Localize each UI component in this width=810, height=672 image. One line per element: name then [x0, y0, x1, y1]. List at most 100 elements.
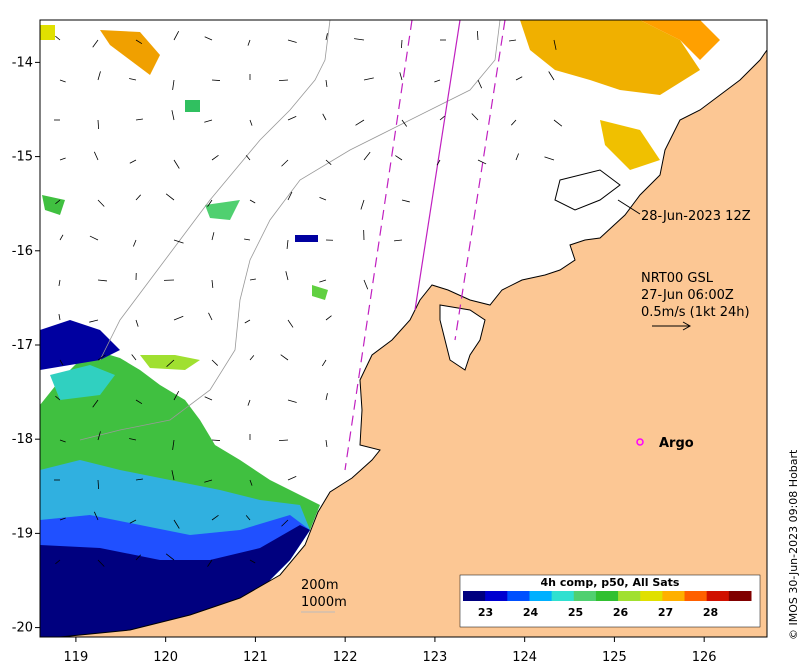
- current-arrow: [207, 199, 213, 207]
- colorbar-label: 27: [658, 606, 673, 619]
- current-arrow: [165, 553, 175, 561]
- current-arrow: [325, 159, 332, 165]
- colorbar-segment: [507, 591, 530, 601]
- current-arrow: [93, 151, 99, 161]
- current-arrow: [325, 79, 328, 87]
- colorbar-segment: [706, 591, 730, 601]
- current-arrow: [325, 315, 332, 321]
- current-arrow: [58, 314, 61, 321]
- colorbar-segment: [463, 591, 486, 601]
- current-arrow: [97, 71, 101, 81]
- current-arrow: [244, 238, 251, 241]
- current-arrow: [58, 279, 61, 286]
- current-arrow: [280, 354, 289, 361]
- current-arrow: [511, 119, 517, 126]
- bay-inlet: [439, 304, 486, 371]
- colorbar-segment: [573, 591, 597, 601]
- current-arrow: [173, 315, 184, 321]
- argo-marker: [636, 438, 644, 446]
- x-tick-label: 120: [153, 650, 178, 665]
- current-arrow: [249, 278, 256, 281]
- current-arrow: [439, 115, 445, 121]
- colorbar-segment: [485, 591, 508, 601]
- colorbar-label: 24: [523, 606, 539, 619]
- contour-1000-label: 1000m: [301, 595, 347, 610]
- australia-landmass: [59, 20, 767, 637]
- x-tick-label: 125: [602, 650, 627, 665]
- colorbar-label: 23: [478, 606, 493, 619]
- current-scale: 0.5m/s (1kt 24h): [641, 305, 750, 320]
- current-arrow: [325, 393, 328, 401]
- colorbar-segment: [551, 591, 575, 601]
- current-arrow: [211, 359, 219, 366]
- current-arrow: [319, 197, 327, 201]
- current-arrow: [129, 78, 137, 81]
- current-arrow: [172, 439, 175, 450]
- current-arrow: [59, 157, 66, 161]
- colorbar-segment: [640, 591, 663, 601]
- current-arrow: [363, 279, 369, 290]
- current-arrow: [59, 439, 66, 443]
- current-arrow: [278, 439, 289, 442]
- current-arrow: [287, 319, 294, 328]
- current-arrow: [211, 79, 221, 81]
- current-arrow: [249, 559, 256, 564]
- colorbar-title: 4h comp, p50, All Sats: [541, 576, 680, 589]
- contour-200m: [99, 20, 331, 361]
- current-arrow: [471, 113, 479, 121]
- current-arrow: [401, 199, 410, 203]
- current-arrow: [171, 470, 175, 481]
- current-arrow: [319, 279, 327, 283]
- current-arrow: [249, 119, 253, 126]
- x-tick-label: 122: [333, 650, 358, 665]
- scale-arrow: [652, 321, 692, 331]
- current-time: 27-Jun 06:00Z: [641, 288, 734, 303]
- colorbar-segment: [618, 591, 641, 601]
- current-arrow: [321, 359, 327, 367]
- current-vectors: [54, 30, 563, 567]
- current-arrow: [436, 159, 441, 166]
- y-tick-label: -14: [12, 55, 33, 70]
- current-arrow: [89, 235, 99, 241]
- y-tick-label: -17: [12, 338, 33, 353]
- current-arrow: [553, 39, 557, 50]
- contour-200-label: 200m: [301, 578, 338, 593]
- current-arrow: [249, 355, 255, 361]
- plot-frame: [39, 19, 768, 638]
- current-arrow: [515, 76, 523, 81]
- current-arrow: [477, 159, 487, 165]
- colorbar-segment: [595, 591, 619, 601]
- current-arrow: [394, 239, 403, 242]
- current-arrow: [97, 119, 100, 130]
- current-title: NRT00 GSL: [641, 271, 714, 286]
- current-arrow: [287, 399, 297, 403]
- x-tick-label: 124: [512, 650, 537, 665]
- current-arrow: [59, 79, 66, 83]
- x-tick-label: 119: [63, 650, 88, 665]
- colorbar-gradient: [463, 591, 752, 601]
- current-arrow: [286, 239, 289, 249]
- current-arrow: [89, 319, 99, 323]
- current-arrow: [97, 279, 107, 282]
- current-arrow: [249, 199, 256, 204]
- current-arrow: [325, 439, 328, 447]
- bay-inlet-north: [554, 169, 621, 211]
- x-tick-label: 123: [422, 650, 447, 665]
- current-arrow: [165, 193, 175, 201]
- current-arrow: [245, 155, 251, 161]
- current-arrow: [135, 194, 141, 201]
- current-arrow: [173, 519, 180, 529]
- current-arrow: [401, 39, 403, 49]
- current-arrow: [93, 511, 99, 521]
- current-arrow: [55, 395, 61, 401]
- current-arrow: [55, 199, 61, 205]
- current-arrow: [135, 319, 139, 327]
- colorbar-segment: [728, 591, 752, 601]
- current-arrow: [97, 354, 106, 361]
- current-arrow: [287, 475, 297, 481]
- current-arrow: [55, 35, 61, 41]
- date-label: 28-Jun-2023 12Z: [641, 209, 751, 224]
- current-arrow: [97, 431, 101, 441]
- current-arrow: [211, 514, 219, 521]
